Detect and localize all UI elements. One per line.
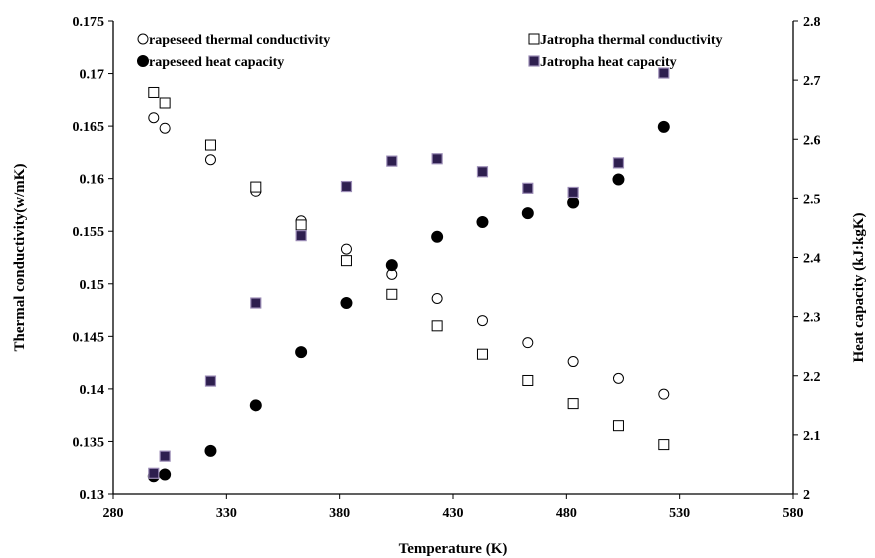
data-point-rapeseed-heat-capacity	[657, 120, 670, 133]
data-point-rapeseed-thermal-conductivity	[148, 112, 160, 124]
data-point-jatropha-thermal-conductivity	[567, 398, 579, 410]
x-tick-label: 330	[216, 506, 237, 521]
data-point-jatropha-heat-capacity	[250, 297, 262, 309]
legend-marker	[137, 33, 149, 45]
data-point-rapeseed-thermal-conductivity	[612, 372, 624, 384]
y-tick-label: 0.14	[80, 383, 105, 398]
data-point-jatropha-thermal-conductivity	[522, 374, 534, 386]
data-point-jatropha-heat-capacity	[567, 186, 579, 199]
legend: rapeseed thermal conductivity Jatropha th…	[137, 33, 723, 70]
y-tick-label: 0.145	[73, 330, 105, 345]
data-point-jatropha-thermal-conductivity	[431, 320, 443, 332]
data-point-rapeseed-heat-capacity	[204, 444, 217, 457]
x-tick-label: 530	[669, 506, 690, 521]
data-point-jatropha-heat-capacity	[204, 375, 217, 387]
data-point-jatropha-thermal-conductivity	[386, 288, 398, 300]
y2-tick-label: 2.4	[803, 252, 821, 267]
data-point-jatropha-thermal-conductivity	[204, 139, 216, 151]
legend-label: rapeseed thermal conductivity	[149, 33, 330, 48]
data-point-rapeseed-thermal-conductivity	[522, 337, 534, 349]
data-point-jatropha-heat-capacity	[612, 157, 625, 169]
y-tick-label: 0.15	[80, 278, 105, 293]
y2-tick-label: 2.8	[803, 15, 821, 30]
data-point-rapeseed-thermal-conductivity	[204, 154, 216, 166]
series-jatropha-thermal-conductivity	[148, 86, 670, 451]
data-point-jatropha-heat-capacity	[658, 67, 670, 79]
y-tick-label: 0.155	[73, 225, 105, 240]
series-rapeseed-heat-capacity	[147, 120, 670, 483]
legend-item-jatropha-heat-capacity: Jatropha heat capacity	[528, 55, 677, 70]
data-point-rapeseed-heat-capacity	[249, 399, 262, 412]
data-point-jatropha-thermal-conductivity	[250, 181, 262, 193]
data-point-jatropha-thermal-conductivity	[340, 255, 352, 267]
data-point-jatropha-heat-capacity	[431, 153, 443, 165]
data-point-jatropha-heat-capacity	[476, 166, 489, 178]
data-point-jatropha-heat-capacity	[522, 182, 534, 194]
x-tick-label: 380	[329, 506, 350, 521]
y-tick-label: 0.135	[73, 435, 105, 450]
data-point-jatropha-thermal-conductivity	[148, 86, 160, 98]
data-point-jatropha-thermal-conductivity	[658, 439, 670, 451]
x-tick-label: 430	[443, 506, 464, 521]
data-point-rapeseed-thermal-conductivity	[658, 388, 670, 400]
data-point-jatropha-heat-capacity	[340, 180, 353, 193]
legend-marker	[528, 33, 540, 45]
data-point-rapeseed-thermal-conductivity	[159, 122, 171, 134]
legend-marker	[528, 55, 540, 67]
data-point-rapeseed-heat-capacity	[295, 346, 308, 359]
data-point-jatropha-heat-capacity	[386, 155, 398, 167]
legend-label: Jatropha thermal conductivity	[540, 33, 723, 48]
y2-tick-label: 2.6	[803, 133, 821, 148]
x-axis-title: Temperature (K)	[399, 541, 508, 557]
y-tick-label: 0.13	[80, 488, 105, 503]
y-tick-label: 0.175	[73, 15, 105, 30]
x-tick-label: 480	[556, 506, 577, 521]
legend-label: rapeseed heat capacity	[149, 55, 284, 70]
data-point-jatropha-heat-capacity	[148, 467, 160, 479]
data-point-rapeseed-heat-capacity	[612, 173, 625, 186]
data-point-rapeseed-heat-capacity	[476, 216, 489, 229]
data-point-jatropha-thermal-conductivity	[295, 219, 307, 231]
data-point-rapeseed-thermal-conductivity	[567, 356, 579, 368]
series-rapeseed-thermal-conductivity	[148, 112, 670, 400]
data-point-jatropha-heat-capacity	[159, 450, 171, 462]
y2-tick-label: 2.2	[803, 370, 821, 385]
y-tick-label: 0.16	[80, 173, 105, 188]
y2-tick-label: 2.7	[803, 74, 821, 89]
legend-item-rapeseed-thermal-conductivity: rapeseed thermal conductivity	[137, 33, 330, 48]
legend-item-jatropha-thermal-conductivity: Jatropha thermal conductivity	[528, 33, 723, 48]
data-point-rapeseed-heat-capacity	[159, 468, 172, 481]
y2-tick-label: 2.5	[803, 192, 821, 207]
data-point-jatropha-heat-capacity	[295, 230, 307, 242]
y2-tick-label: 2.1	[803, 429, 821, 444]
legend-marker	[137, 55, 149, 67]
data-point-rapeseed-thermal-conductivity	[431, 292, 443, 304]
data-point-jatropha-thermal-conductivity	[159, 97, 171, 109]
y-axis-title: Thermal conductivity(w/mK)	[12, 164, 28, 352]
series-jatropha-heat-capacity	[148, 67, 670, 479]
y2-tick-label: 2	[803, 488, 810, 503]
legend-item-rapeseed-heat-capacity: rapeseed heat capacity	[137, 55, 284, 70]
data-point-rapeseed-heat-capacity	[567, 196, 580, 209]
ticks: 280 330 380 430 480 530 580 0.13 0.135 0.14 0.145 0…	[73, 15, 821, 521]
x-tick-label: 280	[103, 506, 124, 521]
data-point-rapeseed-heat-capacity	[431, 230, 444, 243]
data-point-rapeseed-thermal-conductivity	[340, 243, 352, 255]
y-tick-label: 0.165	[73, 120, 105, 135]
data-point-jatropha-thermal-conductivity	[612, 420, 624, 432]
data-point-rapeseed-heat-capacity	[385, 259, 398, 272]
data-point-rapeseed-thermal-conductivity	[476, 315, 488, 327]
data-point-rapeseed-heat-capacity	[340, 297, 353, 310]
y2-tick-label: 2.3	[803, 311, 821, 326]
data-points	[147, 67, 670, 483]
data-point-rapeseed-heat-capacity	[521, 207, 534, 220]
x-tick-label: 580	[783, 506, 804, 521]
axes	[112, 21, 794, 495]
y-tick-label: 0.17	[80, 68, 105, 83]
data-point-jatropha-thermal-conductivity	[476, 348, 488, 360]
y2-axis-title: Heat capacity (kJ:kgK)	[851, 213, 867, 363]
legend-label: Jatropha heat capacity	[540, 55, 677, 70]
